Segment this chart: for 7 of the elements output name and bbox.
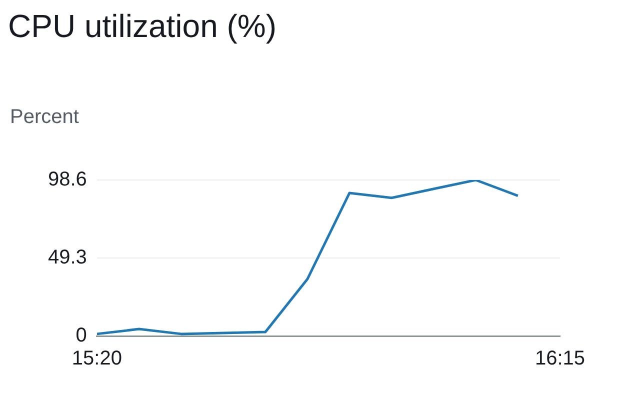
x-tick-label: 16:15: [534, 348, 586, 370]
y-axis-title: Percent: [10, 106, 79, 129]
x-tick-label: 15:20: [72, 348, 122, 370]
y-tick-label: 0: [76, 324, 87, 347]
y-tick-label: 98.6: [48, 168, 87, 191]
y-tick-label: 49.3: [48, 246, 87, 269]
chart-title: CPU utilization (%): [8, 8, 277, 45]
